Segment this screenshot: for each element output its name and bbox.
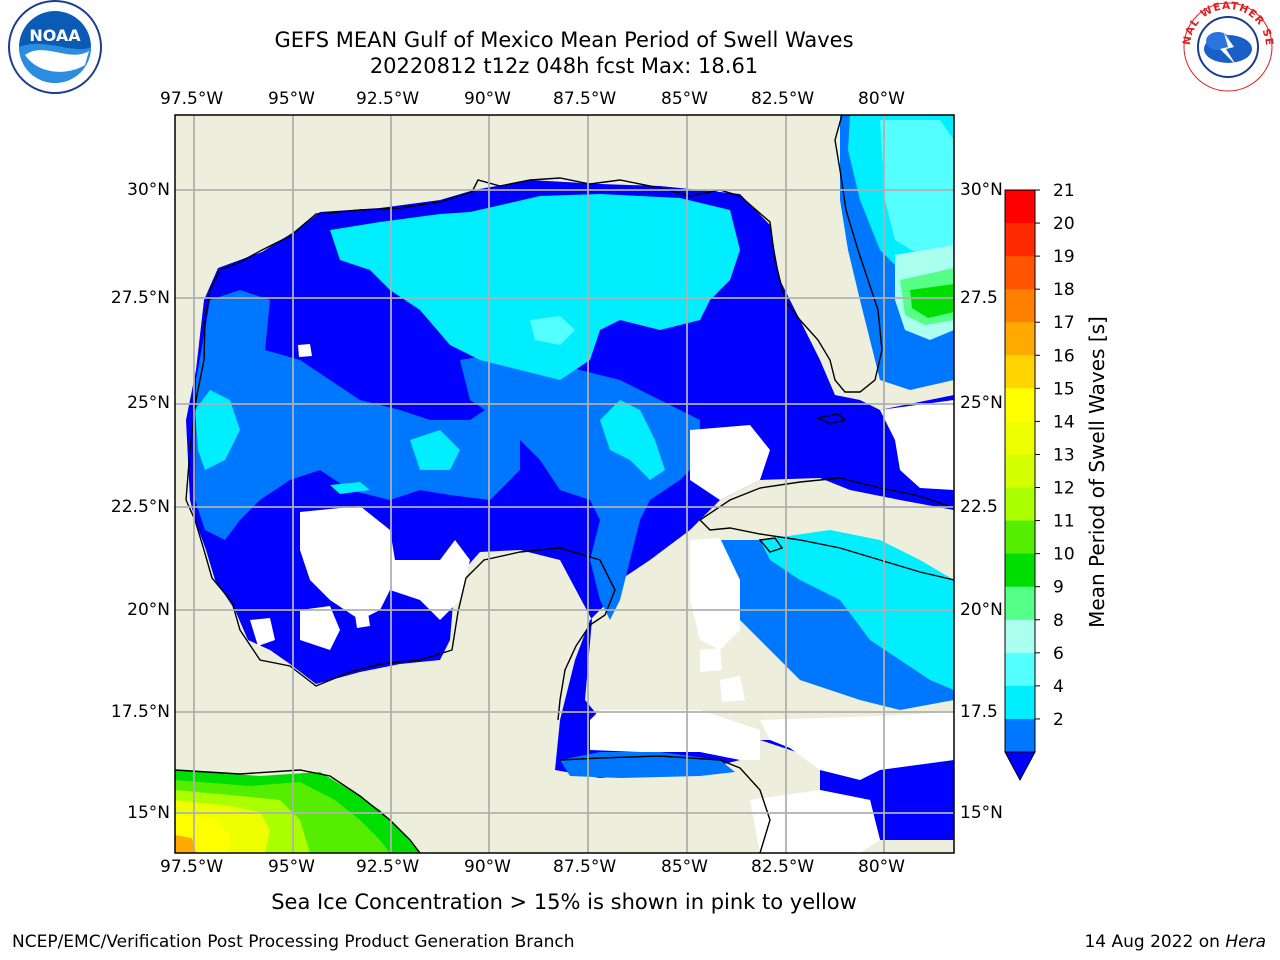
colorbar-extend-arrow xyxy=(1004,751,1036,782)
swell-4-6-loop xyxy=(600,400,665,480)
lon-label-bottom: 90°W xyxy=(464,857,511,877)
lon-label-top: 80°W xyxy=(858,89,905,109)
colorbar-tick-label: 14 xyxy=(1053,412,1075,432)
swell-10-11-florida xyxy=(910,284,954,318)
colorbar-segment xyxy=(1005,256,1035,290)
footer-branch: NCEP/EMC/Verification Post Processing Pr… xyxy=(12,932,575,952)
lat-label-right: 30°N xyxy=(960,180,1003,200)
lon-label-top: 85°W xyxy=(661,89,708,109)
sea-ice-note: Sea Ice Concentration > 15% is shown in … xyxy=(271,890,857,914)
lon-label-bottom: 97.5°W xyxy=(160,857,224,877)
colorbar-tick-label: 9 xyxy=(1053,578,1064,598)
colorbar-segment xyxy=(1005,520,1035,555)
footer-date: 14 Aug 2022 on Hera xyxy=(1084,932,1266,952)
swell-4-6-bay xyxy=(410,430,460,470)
colorbar-segment xyxy=(1005,553,1035,588)
lon-label-top: 90°W xyxy=(464,89,511,109)
lat-label-right: 25°N xyxy=(960,393,1003,413)
lat-label-right: 15°N xyxy=(960,803,1003,823)
lat-label-left: 20°N xyxy=(127,600,170,620)
colorbar-segment xyxy=(1005,223,1035,257)
chart-title: GEFS MEAN Gulf of Mexico Mean Period of … xyxy=(274,28,854,52)
no-data-areas xyxy=(250,344,954,853)
lat-label-right: 17.5 xyxy=(960,702,998,722)
colorbar-tick-label: 11 xyxy=(1053,512,1075,532)
colorbar-tick-label: 2 xyxy=(1053,710,1064,730)
lon-label-bottom: 95°W xyxy=(268,857,315,877)
swell-6-8-atlantic xyxy=(880,120,954,255)
lon-label-top: 95°W xyxy=(268,89,315,109)
swell-6-8-north xyxy=(530,316,575,345)
map-frame xyxy=(174,114,955,854)
colorbar-tick-label: 13 xyxy=(1053,445,1075,465)
colorbar-tick-label: 15 xyxy=(1053,379,1075,399)
lon-label-bottom: 82.5°W xyxy=(751,857,815,877)
lon-label-top: 97.5°W xyxy=(160,89,224,109)
lat-label-right: 20°N xyxy=(960,600,1003,620)
swell-4-6-west xyxy=(195,390,240,470)
lon-label-bottom: 80°W xyxy=(858,857,905,877)
colorbar-segment xyxy=(1005,289,1035,323)
colorbar-segment xyxy=(1005,190,1035,224)
pacific-swell-orange xyxy=(175,835,196,853)
colorbar-title: Mean Period of Swell Waves [s] xyxy=(1085,316,1109,628)
lat-label-right: 22.5 xyxy=(960,497,998,517)
gulf-swell-base xyxy=(186,180,954,840)
colorbar-segment xyxy=(1005,322,1035,356)
lat-label-left: 30°N xyxy=(127,180,170,200)
lat-label-right: 27.5 xyxy=(960,288,998,308)
swell-2-4-west xyxy=(195,290,520,540)
colorbar-tick-label: 12 xyxy=(1053,479,1075,499)
footer-host: Hera xyxy=(1225,932,1266,952)
colorbar-frame xyxy=(1004,189,1036,753)
colorbar-segment xyxy=(1005,586,1035,621)
lat-label-left: 15°N xyxy=(127,803,170,823)
colorbar-tick-label: 6 xyxy=(1053,644,1064,664)
colorbar-tick-label: 17 xyxy=(1053,313,1075,333)
colorbar-segment xyxy=(1005,718,1035,753)
colorbar-tick-label: 20 xyxy=(1053,214,1075,234)
colorbar-segment xyxy=(1005,652,1035,687)
colorbar-tick-label: 21 xyxy=(1053,181,1075,201)
lon-label-bottom: 87.5°W xyxy=(553,857,617,877)
colorbar-tick-label: 10 xyxy=(1053,545,1075,565)
lon-label-top: 87.5°W xyxy=(553,89,617,109)
footer-date-text: 14 Aug 2022 on xyxy=(1084,932,1226,952)
lon-label-bottom: 92.5°W xyxy=(356,857,420,877)
swell-2-4-caribbean xyxy=(720,540,954,710)
colorbar-tick-label: 16 xyxy=(1053,346,1075,366)
lat-label-left: 27.5°N xyxy=(110,288,170,308)
colorbar-segment xyxy=(1005,421,1035,455)
lat-label-left: 25°N xyxy=(127,393,170,413)
colorbar-segment xyxy=(1005,685,1035,720)
swell-4-6-north xyxy=(330,194,740,380)
colorbar-segment xyxy=(1005,388,1035,422)
colorbar-tick-label: 8 xyxy=(1053,611,1064,631)
colorbar-segment xyxy=(1005,454,1035,489)
lat-label-left: 17.5°N xyxy=(110,702,170,722)
colorbar-segment xyxy=(1005,619,1035,654)
colorbar-tick-label: 4 xyxy=(1053,677,1064,697)
lat-label-left: 22.5°N xyxy=(110,497,170,517)
graticule xyxy=(175,115,954,853)
lon-label-top: 82.5°W xyxy=(751,89,815,109)
coastlines xyxy=(175,115,954,853)
swell-4-6-spot xyxy=(330,482,370,494)
colorbar-tick-label: 19 xyxy=(1053,247,1075,267)
chart-subtitle: 20220812 t12z 048h fcst Max: 18.61 xyxy=(369,54,759,78)
colorbar-tick-label: 18 xyxy=(1053,280,1075,300)
lon-label-top: 92.5°W xyxy=(356,89,420,109)
colorbar-segment xyxy=(1005,487,1035,522)
colorbar-segment xyxy=(1005,355,1035,389)
lon-label-bottom: 85°W xyxy=(661,857,708,877)
